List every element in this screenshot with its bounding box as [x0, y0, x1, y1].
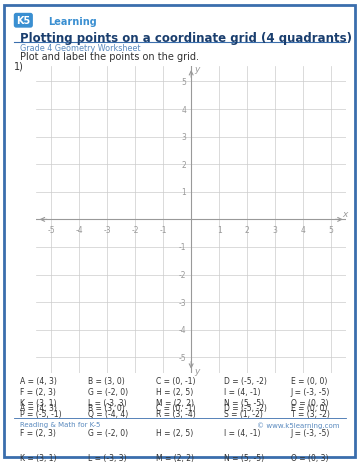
- Text: 2: 2: [181, 160, 186, 169]
- Text: C = (0, -1): C = (0, -1): [156, 403, 196, 413]
- Text: -5: -5: [47, 226, 55, 235]
- Text: G = (-2, 0): G = (-2, 0): [88, 387, 128, 396]
- Text: 3: 3: [272, 226, 278, 235]
- Text: -4: -4: [178, 325, 186, 335]
- Text: J = (-3, -5): J = (-3, -5): [291, 387, 330, 396]
- Text: D = (-5, -2): D = (-5, -2): [224, 376, 267, 385]
- Text: 1: 1: [181, 188, 186, 197]
- Text: M = (2, 2): M = (2, 2): [156, 453, 194, 463]
- Text: J = (-3, -5): J = (-3, -5): [291, 428, 330, 438]
- Text: x: x: [342, 210, 348, 219]
- Text: O = (0, 3): O = (0, 3): [291, 398, 328, 407]
- Text: E = (0, 0): E = (0, 0): [291, 403, 327, 413]
- Text: C = (0, -1): C = (0, -1): [156, 376, 196, 385]
- Text: -5: -5: [178, 353, 186, 362]
- Text: 1): 1): [14, 61, 24, 71]
- Text: F = (2, 3): F = (2, 3): [20, 387, 56, 396]
- Text: -2: -2: [179, 270, 186, 280]
- Text: K5: K5: [16, 16, 31, 26]
- Text: E = (0, 0): E = (0, 0): [291, 376, 327, 385]
- Text: -2: -2: [131, 226, 139, 235]
- Text: I = (4, -1): I = (4, -1): [224, 428, 261, 438]
- Text: B = (3, 0): B = (3, 0): [88, 403, 125, 413]
- Text: 3: 3: [181, 133, 186, 142]
- Text: Plot and label the points on the grid.: Plot and label the points on the grid.: [20, 52, 199, 63]
- Text: 2: 2: [245, 226, 250, 235]
- Text: M = (2, 2): M = (2, 2): [156, 398, 194, 407]
- Text: -3: -3: [103, 226, 111, 235]
- Text: S = (1, -2): S = (1, -2): [224, 409, 263, 418]
- Text: 4: 4: [300, 226, 306, 235]
- Text: N = (5, -5): N = (5, -5): [224, 453, 265, 463]
- Text: I = (4, -1): I = (4, -1): [224, 387, 261, 396]
- Text: G = (-2, 0): G = (-2, 0): [88, 428, 128, 438]
- Text: N = (5, -5): N = (5, -5): [224, 398, 265, 407]
- Text: 5: 5: [328, 226, 334, 235]
- Text: y: y: [194, 64, 200, 74]
- Text: © www.k5learning.com: © www.k5learning.com: [257, 421, 339, 428]
- Text: L = (-3, 3): L = (-3, 3): [88, 453, 127, 463]
- Text: H = (2, 5): H = (2, 5): [156, 428, 194, 438]
- Text: K = (3, 1): K = (3, 1): [20, 398, 56, 407]
- Text: Grade 4 Geometry Worksheet: Grade 4 Geometry Worksheet: [20, 44, 140, 53]
- Text: Plotting points on a coordinate grid (4 quadrants): Plotting points on a coordinate grid (4 …: [20, 31, 352, 44]
- Text: L = (-3, 3): L = (-3, 3): [88, 398, 127, 407]
- Text: A = (4, 3): A = (4, 3): [20, 376, 57, 385]
- Text: y: y: [194, 366, 200, 375]
- Text: D = (-5, -2): D = (-5, -2): [224, 403, 267, 413]
- Text: F = (2, 3): F = (2, 3): [20, 428, 56, 438]
- Text: H = (2, 5): H = (2, 5): [156, 387, 194, 396]
- Text: T = (3, -2): T = (3, -2): [291, 409, 330, 418]
- Text: 5: 5: [181, 78, 186, 87]
- Text: 4: 4: [181, 105, 186, 114]
- Text: Learning: Learning: [48, 17, 97, 27]
- Text: A = (4, 3): A = (4, 3): [20, 403, 57, 413]
- Text: -4: -4: [75, 226, 83, 235]
- Text: K = (3, 1): K = (3, 1): [20, 453, 56, 463]
- Text: 1: 1: [217, 226, 222, 235]
- Text: P = (-5, -1): P = (-5, -1): [20, 409, 61, 418]
- Text: O = (0, 3): O = (0, 3): [291, 453, 328, 463]
- Text: Q = (-4, 4): Q = (-4, 4): [88, 409, 128, 418]
- Text: Reading & Math for K-5: Reading & Math for K-5: [20, 421, 100, 427]
- Text: -3: -3: [178, 298, 186, 307]
- Text: B = (3, 0): B = (3, 0): [88, 376, 125, 385]
- Text: R = (3, -4): R = (3, -4): [156, 409, 196, 418]
- Text: -1: -1: [159, 226, 167, 235]
- Text: -1: -1: [179, 243, 186, 252]
